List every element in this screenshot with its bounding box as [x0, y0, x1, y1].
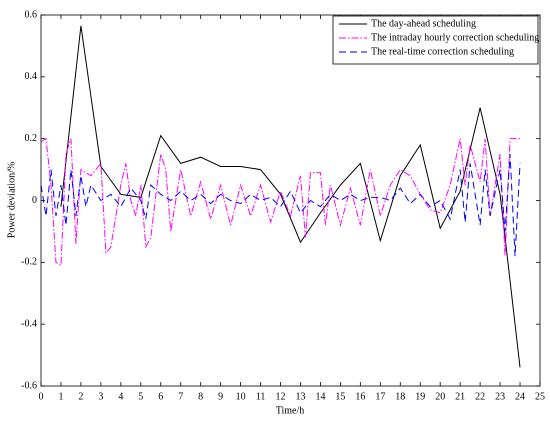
x-tick-label: 0: [39, 391, 44, 402]
x-tick-label: 24: [515, 391, 525, 402]
series-line: [40, 137, 521, 267]
y-tick-label: -0.2: [21, 257, 37, 268]
y-tick-label: -0.4: [21, 318, 37, 329]
x-tick-label: 7: [178, 391, 183, 402]
x-tick-label: 25: [535, 391, 545, 402]
x-tick-label: 5: [138, 391, 143, 402]
x-tick-label: 18: [395, 391, 405, 402]
series-line: [40, 154, 521, 257]
x-tick-label: 2: [78, 391, 83, 402]
x-tick-label: 8: [198, 391, 203, 402]
y-tick-label: -0.6: [21, 380, 37, 391]
x-tick-label: 17: [375, 391, 385, 402]
x-tick-label: 10: [236, 391, 246, 402]
x-tick-label: 6: [158, 391, 163, 402]
x-tick-label: 21: [455, 391, 465, 402]
x-tick-label: 12: [276, 391, 286, 402]
y-tick-label: 0.6: [25, 9, 38, 20]
legend-label: The intraday hourly correction schedulin…: [371, 32, 539, 43]
legend-label: The real-time correction scheduling: [371, 46, 514, 57]
x-tick-label: 1: [58, 391, 63, 402]
y-tick-label: 0: [32, 195, 37, 206]
legend-label: The day-ahead scheduling: [371, 18, 476, 29]
y-tick-label: 0.4: [25, 71, 38, 82]
x-tick-label: 15: [335, 391, 345, 402]
x-tick-label: 16: [355, 391, 365, 402]
y-axis-label: Power deviation/%: [6, 162, 17, 238]
x-tick-label: 3: [98, 391, 103, 402]
x-tick-label: 20: [435, 391, 445, 402]
legend-box: [332, 15, 539, 65]
x-tick-label: 22: [475, 391, 485, 402]
y-tick-label: 0.2: [25, 133, 38, 144]
x-tick-label: 4: [118, 391, 123, 402]
x-tick-label: 13: [295, 391, 305, 402]
x-tick-label: 19: [415, 391, 425, 402]
series-line: [60, 25, 521, 368]
x-axis-label: Time/h: [276, 405, 305, 416]
x-tick-label: 14: [315, 391, 325, 402]
x-tick-label: 23: [495, 391, 505, 402]
plot-frame: [40, 14, 541, 387]
x-tick-label: 9: [218, 391, 223, 402]
x-tick-label: 11: [256, 391, 266, 402]
